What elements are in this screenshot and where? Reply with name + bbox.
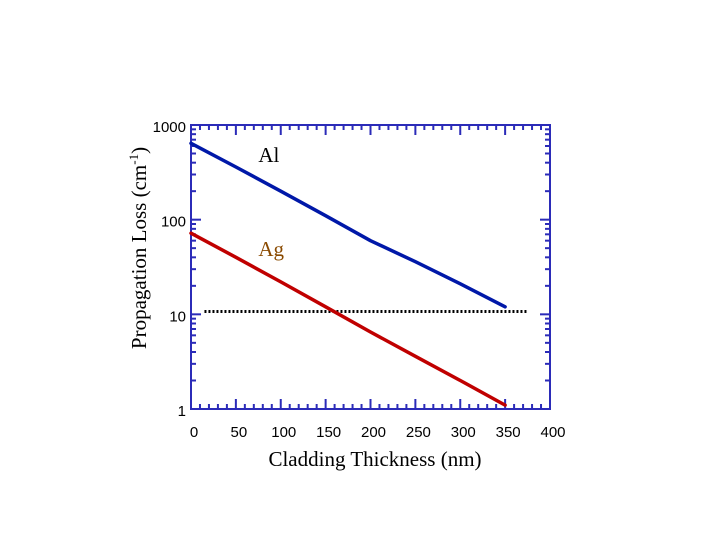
y-tick-label: 1000 bbox=[153, 119, 186, 136]
series-label-ag: Ag bbox=[258, 237, 284, 261]
series-line-ag bbox=[189, 231, 507, 407]
y-tick-label: 1 bbox=[178, 403, 186, 420]
series-group bbox=[189, 141, 507, 407]
x-tick-label: 0 bbox=[190, 424, 198, 441]
x-axis-title: Cladding Thickness (nm) bbox=[268, 447, 481, 471]
grid-ticks bbox=[190, 124, 551, 410]
x-tick-label: 150 bbox=[316, 424, 341, 441]
x-tick-label: 200 bbox=[361, 424, 386, 441]
x-tick-label: 300 bbox=[451, 424, 476, 441]
y-tick-label: 100 bbox=[161, 214, 186, 231]
y-axis-title-superscript: -1 bbox=[126, 154, 141, 165]
plot-frame bbox=[190, 124, 551, 410]
y-axis-title-main: Propagation Loss (cm bbox=[127, 165, 151, 349]
series-line-al bbox=[189, 141, 507, 309]
x-tick-labels: 0 50 100 150 200 250 300 350 400 bbox=[190, 424, 566, 441]
y-axis-title: Propagation Loss (cm-1) bbox=[126, 147, 151, 349]
series-label-al: Al bbox=[258, 143, 279, 167]
series-labels: Al Ag bbox=[258, 143, 284, 261]
y-axis-title-end: ) bbox=[127, 147, 151, 154]
y-tick-labels: 1 10 100 1000 bbox=[153, 119, 186, 420]
x-tick-label: 50 bbox=[231, 424, 248, 441]
y-tick-label: 10 bbox=[169, 308, 186, 325]
x-tick-label: 350 bbox=[496, 424, 521, 441]
x-tick-label: 400 bbox=[540, 424, 565, 441]
x-tick-label: 100 bbox=[271, 424, 296, 441]
x-tick-label: 250 bbox=[406, 424, 431, 441]
